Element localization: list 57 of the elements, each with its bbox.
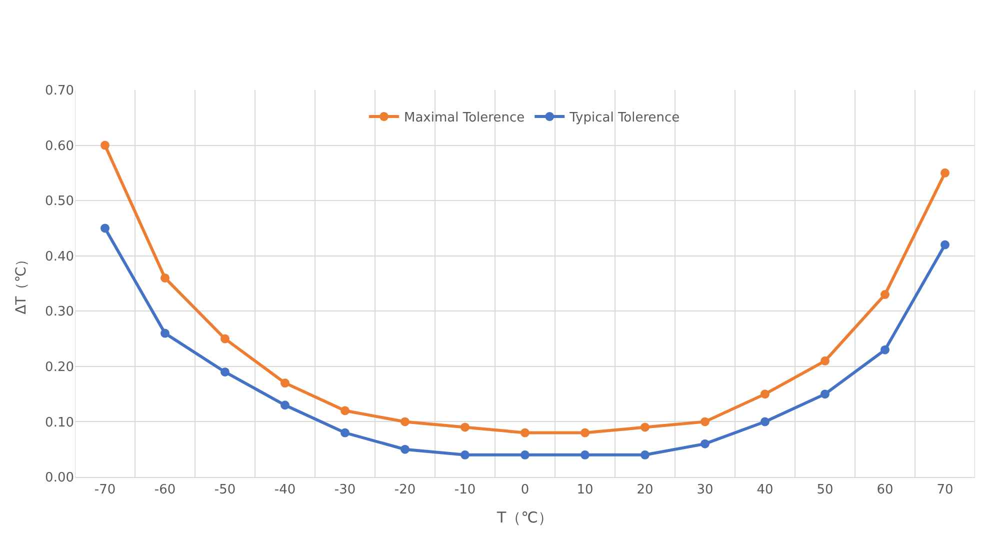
x-tick-label: -10 [454,482,476,498]
x-tick-label: -30 [334,482,356,498]
x-tick-label: 60 [876,482,894,498]
point [820,390,830,399]
y-tick-label: 0.70 [45,84,74,99]
x-tick-label: 50 [816,482,834,498]
point [940,168,950,178]
x-tick-label: 40 [756,482,774,498]
point [820,356,830,366]
point [220,367,230,376]
y-tick-label: 0.40 [45,249,74,264]
x-tick-label: -20 [394,482,416,498]
point [460,450,470,460]
x-tick-label: -70 [94,482,116,498]
x-tick-label: -50 [214,482,236,498]
y-axis-title: ΔT（℃） [14,252,30,314]
point [940,240,950,250]
y-tick-label: 0.30 [45,304,74,320]
point [580,450,590,460]
x-tick-label: 20 [636,482,654,498]
point [700,439,710,448]
legend-label: Typical Tolerence [568,110,680,126]
point [100,224,110,233]
point [640,422,650,432]
point [760,417,770,426]
point [880,345,890,354]
x-tick-label: -60 [154,482,176,498]
point [520,428,530,438]
point [760,390,770,399]
point [640,450,650,460]
legend-label: Maximal Tolerence [404,110,525,126]
point [340,406,350,416]
y-tick-label: 0.10 [45,415,74,430]
point [100,140,110,150]
x-tick-label: 10 [576,482,594,498]
x-tick-label: 30 [696,482,714,498]
y-tick-label: 0.20 [45,360,74,375]
x-tick-label: 0 [520,482,530,498]
point [280,400,290,410]
point [580,428,590,438]
x-tick-label: -40 [274,482,296,498]
point [220,334,230,344]
point [460,422,470,432]
y-tick-label: 0.50 [45,194,74,210]
y-tick-label: 0.00 [45,470,74,486]
point [280,378,290,388]
point [160,273,170,282]
x-tick-label: 70 [936,482,954,498]
y-tick-label: 0.60 [45,138,74,154]
point [340,428,350,438]
point [400,444,410,454]
point [880,290,890,300]
point [160,328,170,338]
x-axis-title: T（℃） [496,508,554,527]
point [520,450,530,460]
point [400,417,410,426]
point [700,417,710,426]
